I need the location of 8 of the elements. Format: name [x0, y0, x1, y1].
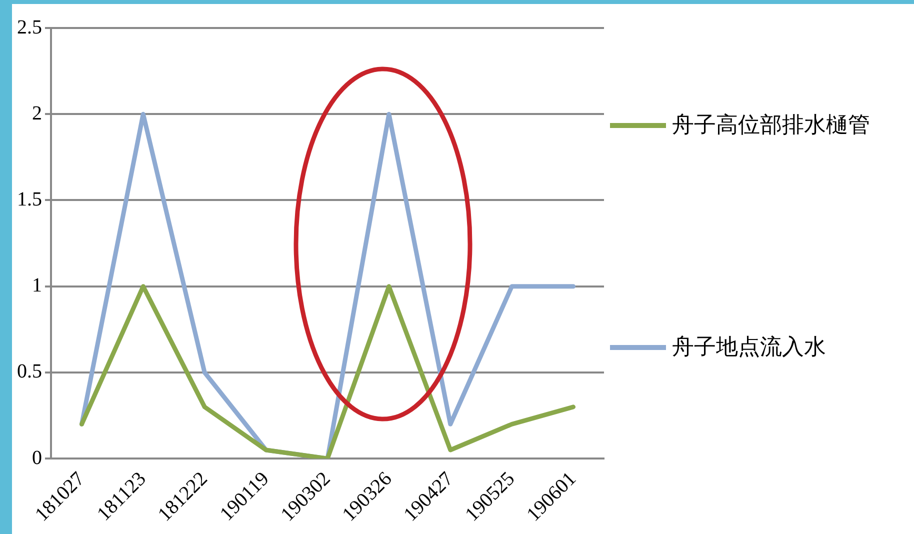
y-tick-label: 1: [32, 274, 42, 297]
y-tick-label: 2: [32, 102, 42, 124]
legend-label: 舟子高位部排水樋管: [672, 112, 870, 140]
y-tick-label: 0: [32, 446, 42, 469]
y-tick-label: 2.5: [17, 16, 42, 38]
y-tick-label: 1.5: [17, 188, 42, 210]
legend-label: 舟子地点流入水: [672, 334, 826, 362]
y-tick-label: 0.5: [17, 360, 42, 383]
